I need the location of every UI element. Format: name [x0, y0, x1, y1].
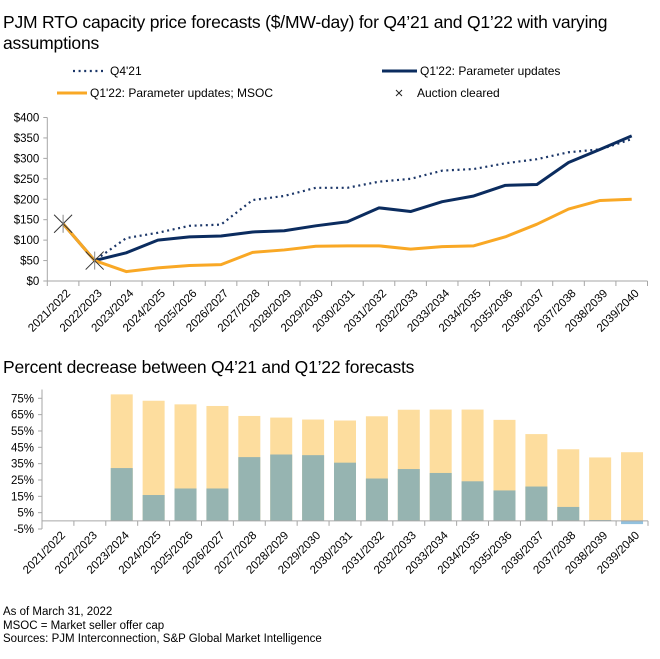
y-tick-label: -5% — [14, 524, 34, 536]
series-line-q1-22-msoc — [61, 197, 632, 274]
legend-label: Q1'22: Parameter updates — [420, 64, 561, 78]
bar-parameter-updates — [334, 462, 356, 521]
bar-parameter-updates — [557, 506, 580, 521]
bar-parameter-updates — [429, 472, 452, 521]
y-tick-label: 75% — [11, 393, 34, 405]
y-tick-label: 15% — [11, 491, 34, 503]
bar-parameter-updates — [493, 490, 516, 521]
legend-item-q1-22-parameter-updates: Q1'22: Parameter updates — [382, 63, 560, 79]
legend-item-auction-cleared: Auction cleared — [393, 85, 500, 101]
auction-cleared-marker — [85, 251, 105, 270]
bar-chart: -5%5%15%25%35%45%55%65%75%2021/20222022/… — [11, 389, 649, 577]
legend-item-q4-21: Q4'21 — [72, 63, 142, 79]
footer-msoc-note: MSOC = Market seller offer cap — [3, 619, 165, 632]
legend-item-q1-22-msoc: Q1'22: Parameter updates; MSOC — [57, 85, 273, 101]
footer-notes: As of March 31, 2022 MSOC = Market selle… — [3, 606, 322, 647]
series-line-q4-21 — [62, 138, 633, 262]
bar-chart-title: Percent decrease between Q4’21 and Q1’22… — [3, 357, 415, 377]
y-tick-label: 25% — [11, 475, 34, 487]
legend-label: Auction cleared — [417, 86, 500, 100]
footer-as-of: As of March 31, 2022 — [3, 606, 113, 618]
bar-parameter-updates — [174, 488, 197, 521]
footer-sources: Sources: PJM Interconnection, S&P Global… — [3, 633, 322, 645]
bar-parameter-updates — [110, 468, 133, 521]
legend-label: Q4'21 — [110, 64, 142, 78]
bar-parameter-updates — [206, 488, 229, 521]
y-tick-label: $100 — [14, 235, 40, 247]
x-marker-icon — [395, 89, 403, 97]
y-tick-label: $0 — [27, 276, 40, 288]
line-chart-title: PJM RTO capacity price forecasts ($/MW-d… — [3, 12, 608, 53]
bar-msoc — [557, 449, 580, 521]
bar-parameter-updates — [461, 481, 484, 521]
bar-parameter-updates — [238, 457, 261, 521]
y-tick-label: $400 — [14, 113, 40, 125]
y-tick-label: 45% — [11, 442, 34, 454]
y-tick-label: $150 — [14, 215, 40, 227]
navy-line-icon — [382, 69, 417, 73]
y-tick-label: 55% — [11, 426, 34, 438]
orange-line-icon — [57, 91, 87, 95]
auction-cleared-marker — [53, 214, 73, 234]
y-tick-label: 5% — [17, 508, 34, 520]
y-tick-label: $350 — [14, 133, 40, 145]
bar-msoc — [142, 400, 165, 521]
bar-parameter-updates — [365, 478, 388, 521]
bar-parameter-updates — [302, 455, 325, 521]
bar-parameter-updates-negative — [621, 520, 644, 525]
series-line-q1-22-parameter-updates — [61, 134, 633, 263]
y-tick-label: $200 — [14, 194, 40, 206]
y-tick-label: 65% — [11, 410, 34, 422]
bar-parameter-updates — [525, 486, 548, 521]
legend-label: Q1'22: Parameter updates; MSOC — [90, 86, 274, 100]
bar-parameter-updates — [270, 454, 293, 521]
bar-parameter-updates — [142, 495, 165, 521]
y-tick-label: 35% — [11, 459, 34, 471]
line-chart: $0$50$100$150$200$250$300$350$4002021/20… — [14, 113, 648, 335]
bar-parameter-updates — [397, 469, 420, 521]
y-tick-label: $250 — [14, 174, 40, 186]
bar-msoc — [621, 452, 644, 521]
y-tick-label: $300 — [14, 153, 40, 165]
y-tick-label: $50 — [20, 256, 39, 268]
bar-msoc — [589, 457, 612, 521]
